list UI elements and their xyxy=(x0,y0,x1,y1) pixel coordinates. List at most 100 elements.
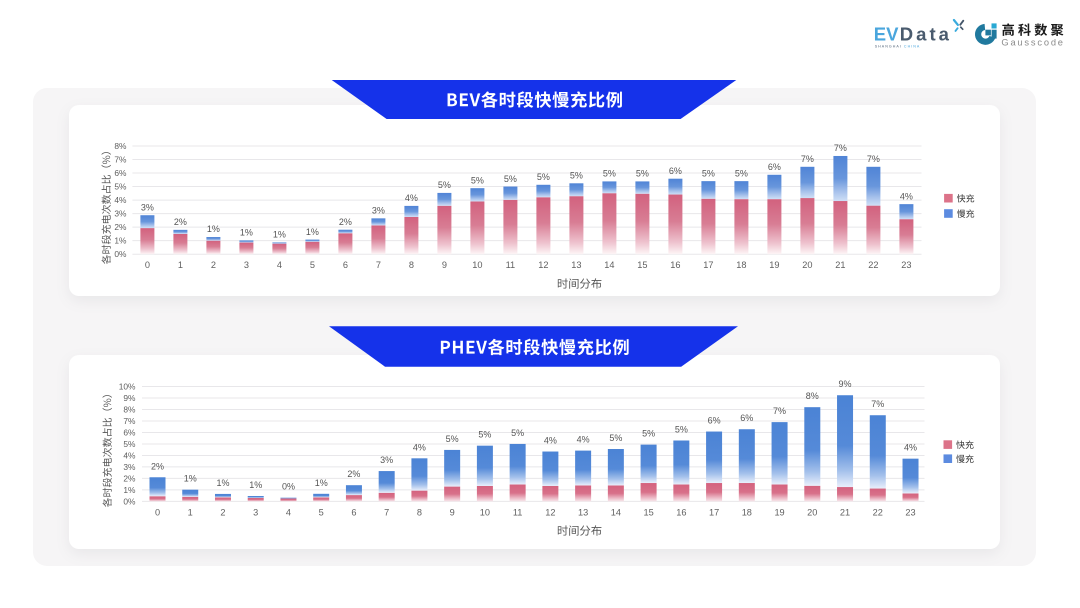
svg-text:5: 5 xyxy=(318,508,323,518)
svg-text:10%: 10% xyxy=(118,382,135,392)
svg-text:Gausscode: Gausscode xyxy=(1001,37,1064,47)
svg-text:4%: 4% xyxy=(899,191,912,201)
svg-text:2%: 2% xyxy=(173,217,186,227)
svg-text:2%: 2% xyxy=(123,474,136,484)
svg-text:7%: 7% xyxy=(123,416,136,426)
svg-text:10: 10 xyxy=(472,260,482,270)
svg-text:1%: 1% xyxy=(314,478,327,488)
svg-text:2%: 2% xyxy=(114,222,127,232)
svg-text:2%: 2% xyxy=(347,469,360,479)
svg-text:6%: 6% xyxy=(767,162,780,172)
svg-text:19: 19 xyxy=(769,260,779,270)
svg-text:13: 13 xyxy=(571,260,581,270)
svg-text:7: 7 xyxy=(384,508,389,518)
svg-text:16: 16 xyxy=(676,508,686,518)
svg-text:EV: EV xyxy=(874,24,899,45)
svg-text:7%: 7% xyxy=(773,406,786,416)
svg-text:22: 22 xyxy=(868,260,878,270)
svg-text:3%: 3% xyxy=(140,202,153,212)
svg-text:1%: 1% xyxy=(183,474,196,484)
svg-text:7%: 7% xyxy=(833,143,846,153)
svg-text:1%: 1% xyxy=(206,224,219,234)
svg-text:3%: 3% xyxy=(380,455,393,465)
svg-text:21: 21 xyxy=(839,508,849,518)
svg-text:2: 2 xyxy=(210,260,215,270)
svg-text:3: 3 xyxy=(253,508,258,518)
svg-text:22: 22 xyxy=(872,508,882,518)
svg-text:5%: 5% xyxy=(569,170,582,180)
svg-text:20: 20 xyxy=(802,260,812,270)
svg-text:1%: 1% xyxy=(272,229,285,239)
svg-text:9%: 9% xyxy=(838,379,851,389)
svg-text:1%: 1% xyxy=(123,485,136,495)
svg-text:23: 23 xyxy=(901,260,911,270)
svg-text:4%: 4% xyxy=(576,435,589,445)
svg-text:0%: 0% xyxy=(114,249,127,259)
svg-text:3: 3 xyxy=(243,260,248,270)
svg-text:1%: 1% xyxy=(305,226,318,236)
svg-text:5%: 5% xyxy=(470,175,483,185)
svg-text:23: 23 xyxy=(905,508,915,518)
svg-text:12: 12 xyxy=(545,508,555,518)
svg-text:5%: 5% xyxy=(701,168,714,178)
svg-text:4%: 4% xyxy=(114,195,127,205)
svg-text:5%: 5% xyxy=(114,181,127,191)
svg-text:9%: 9% xyxy=(123,393,136,403)
svg-text:4%: 4% xyxy=(412,442,425,452)
svg-text:8: 8 xyxy=(416,508,421,518)
svg-text:3%: 3% xyxy=(123,462,136,472)
svg-text:17: 17 xyxy=(703,260,713,270)
svg-text:2%: 2% xyxy=(150,461,163,471)
svg-text:5%: 5% xyxy=(734,168,747,178)
svg-text:14: 14 xyxy=(610,508,620,518)
svg-text:3%: 3% xyxy=(371,205,384,215)
svg-text:5%: 5% xyxy=(609,433,622,443)
svg-text:5%: 5% xyxy=(674,425,687,435)
svg-text:1%: 1% xyxy=(249,480,262,490)
svg-text:8%: 8% xyxy=(805,391,818,401)
svg-text:15: 15 xyxy=(637,260,647,270)
svg-text:18: 18 xyxy=(736,260,746,270)
svg-text:5%: 5% xyxy=(437,180,450,190)
svg-text:5%: 5% xyxy=(511,428,524,438)
svg-text:21: 21 xyxy=(835,260,845,270)
svg-text:5%: 5% xyxy=(478,430,491,440)
svg-text:8: 8 xyxy=(408,260,413,270)
svg-text:7%: 7% xyxy=(800,154,813,164)
svg-text:19: 19 xyxy=(774,508,784,518)
svg-text:4%: 4% xyxy=(904,443,917,453)
svg-text:18: 18 xyxy=(741,508,751,518)
svg-text:1: 1 xyxy=(177,260,182,270)
svg-text:SHANGHAI CHINA: SHANGHAI CHINA xyxy=(875,45,921,49)
svg-text:20: 20 xyxy=(807,508,817,518)
svg-text:9: 9 xyxy=(441,260,446,270)
svg-text:14: 14 xyxy=(604,260,614,270)
svg-text:11: 11 xyxy=(512,508,522,518)
svg-text:0: 0 xyxy=(154,508,159,518)
svg-text:8%: 8% xyxy=(123,405,136,415)
svg-text:15: 15 xyxy=(643,508,653,518)
svg-text:5%: 5% xyxy=(445,434,458,444)
svg-text:1%: 1% xyxy=(114,235,127,245)
svg-text:11: 11 xyxy=(505,260,515,270)
svg-text:9: 9 xyxy=(449,508,454,518)
svg-text:4%: 4% xyxy=(123,451,136,461)
svg-text:6%: 6% xyxy=(707,416,720,426)
svg-text:4: 4 xyxy=(276,260,281,270)
svg-text:6%: 6% xyxy=(114,168,127,178)
svg-text:1%: 1% xyxy=(239,227,252,237)
svg-text:0%: 0% xyxy=(123,496,136,506)
svg-text:10: 10 xyxy=(479,508,489,518)
svg-text:6%: 6% xyxy=(668,166,681,176)
svg-text:5%: 5% xyxy=(503,173,516,183)
svg-text:8%: 8% xyxy=(114,141,127,151)
svg-text:5%: 5% xyxy=(536,172,549,182)
svg-text:6: 6 xyxy=(351,508,356,518)
svg-text:6%: 6% xyxy=(740,413,753,423)
svg-text:16: 16 xyxy=(670,260,680,270)
svg-text:7%: 7% xyxy=(114,154,127,164)
svg-text:4%: 4% xyxy=(543,436,556,446)
svg-text:7%: 7% xyxy=(871,399,884,409)
svg-text:0: 0 xyxy=(144,260,149,270)
svg-text:2: 2 xyxy=(220,508,225,518)
